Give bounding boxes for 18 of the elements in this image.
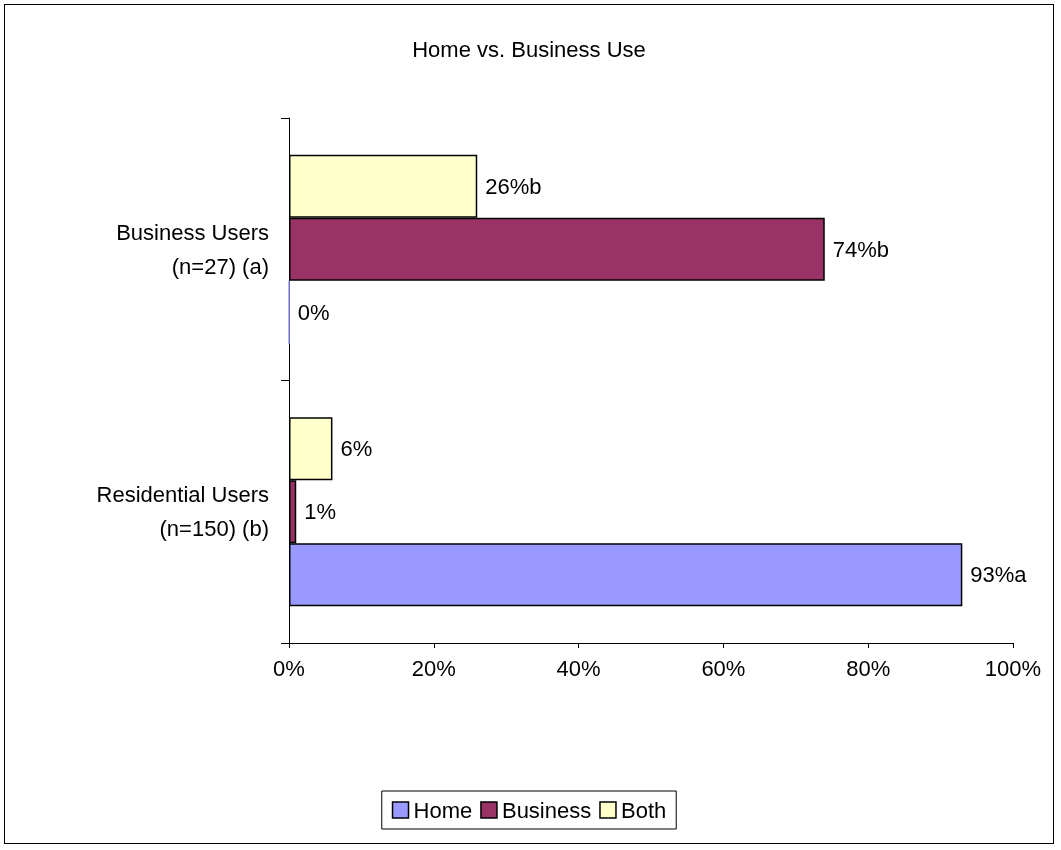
- legend-label: Both: [620, 797, 667, 823]
- chart-title: Home vs. Business Use: [412, 36, 646, 62]
- legend-label: Home: [413, 797, 473, 823]
- x-tick-label: 80%: [846, 655, 891, 681]
- legend-label: Business: [501, 797, 592, 823]
- x-tick-label: 40%: [556, 655, 601, 681]
- x-tick-label: 100%: [984, 655, 1042, 681]
- y-tick-label: Residential Users (n=150) (b): [96, 482, 269, 542]
- data-label: 26%b: [485, 173, 542, 199]
- x-tick-label: 0%: [273, 655, 305, 681]
- data-label: 0%: [297, 299, 330, 325]
- x-tick-label: 60%: [701, 655, 746, 681]
- y-tick-label: Business Users (n=27) (a): [116, 219, 269, 279]
- data-label: 74%b: [832, 236, 890, 262]
- data-label: 1%: [304, 499, 337, 525]
- data-label: 93%a: [970, 562, 1028, 588]
- x-tick-label: 20%: [411, 655, 456, 681]
- data-label: 6%: [340, 436, 373, 462]
